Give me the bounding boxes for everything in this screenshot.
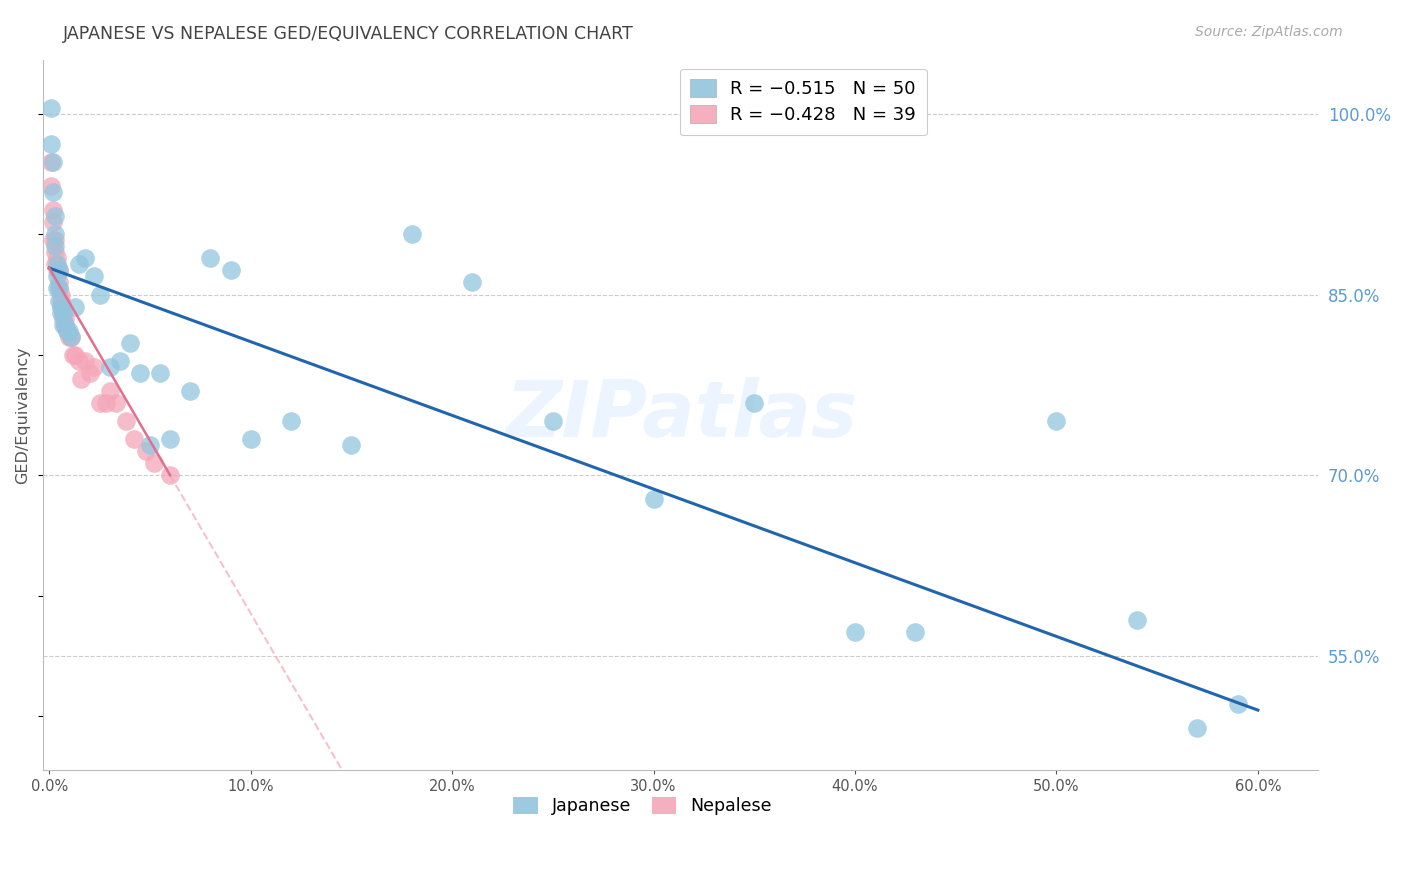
Text: JAPANESE VS NEPALESE GED/EQUIVALENCY CORRELATION CHART: JAPANESE VS NEPALESE GED/EQUIVALENCY COR… [63, 25, 634, 43]
Point [53, 318, 76, 332]
Point [48, 276, 70, 290]
Point [1187, 721, 1209, 735]
Point [108, 353, 131, 368]
Point [219, 263, 242, 277]
Point [65, 300, 87, 314]
Point [44, 233, 66, 247]
Point [340, 438, 363, 452]
Point [75, 252, 97, 266]
Point [42, 215, 65, 229]
Point [60, 329, 83, 343]
Point [69, 353, 91, 368]
Point [51, 287, 73, 301]
Point [742, 396, 765, 410]
Point [200, 252, 222, 266]
Point [48, 293, 70, 308]
Point [159, 468, 181, 483]
Point [58, 324, 80, 338]
Point [643, 492, 665, 507]
Point [69, 257, 91, 271]
Point [44, 209, 66, 223]
Point [461, 276, 484, 290]
Point [65, 348, 87, 362]
Point [1126, 613, 1149, 627]
Point [62, 348, 84, 362]
Point [122, 432, 145, 446]
Point [104, 396, 127, 410]
Point [46, 281, 69, 295]
Point [56, 324, 79, 338]
Point [39, 179, 62, 194]
Point [541, 414, 564, 428]
Point [52, 305, 75, 319]
Point [83, 359, 105, 374]
Point [42, 185, 65, 199]
Point [44, 257, 66, 271]
Point [401, 227, 423, 242]
Point [39, 136, 62, 151]
Point [83, 269, 105, 284]
Point [46, 269, 69, 284]
Point [118, 335, 141, 350]
Point [46, 257, 69, 271]
Point [844, 624, 866, 639]
Point [98, 384, 121, 398]
Point [98, 359, 121, 374]
Point [51, 300, 73, 314]
Point [79, 366, 101, 380]
Point [52, 311, 75, 326]
Point [58, 329, 80, 343]
Point [44, 239, 66, 253]
Point [1045, 414, 1067, 428]
Point [39, 155, 62, 169]
Point [48, 281, 70, 295]
Point [53, 318, 76, 332]
Point [904, 624, 927, 639]
Point [89, 287, 111, 301]
Point [75, 353, 97, 368]
Point [239, 432, 262, 446]
Point [159, 432, 181, 446]
Point [42, 233, 65, 247]
Point [135, 444, 157, 458]
Point [89, 396, 111, 410]
Point [48, 263, 70, 277]
Point [46, 263, 69, 277]
Point [114, 414, 136, 428]
Point [52, 305, 75, 319]
Point [53, 311, 76, 326]
Point [51, 300, 73, 314]
Text: ZIPatlas: ZIPatlas [505, 377, 856, 453]
Text: Source: ZipAtlas.com: Source: ZipAtlas.com [1195, 25, 1343, 39]
Point [128, 366, 150, 380]
Point [48, 281, 70, 295]
Point [51, 305, 73, 319]
Legend: Japanese, Nepalese: Japanese, Nepalese [503, 787, 782, 826]
Point [48, 263, 70, 277]
Point [44, 227, 66, 242]
Point [149, 366, 172, 380]
Point [139, 438, 162, 452]
Point [51, 293, 73, 308]
Point [179, 384, 201, 398]
Point [60, 329, 83, 343]
Point [46, 252, 69, 266]
Point [52, 318, 75, 332]
Point [39, 101, 62, 115]
Point [143, 456, 166, 470]
Point [280, 414, 302, 428]
Y-axis label: GED/Equivalency: GED/Equivalency [15, 346, 30, 483]
Point [94, 396, 117, 410]
Point [42, 203, 65, 218]
Point [44, 245, 66, 260]
Point [70, 372, 93, 386]
Point [56, 324, 79, 338]
Point [42, 155, 65, 169]
Point [1226, 697, 1249, 711]
